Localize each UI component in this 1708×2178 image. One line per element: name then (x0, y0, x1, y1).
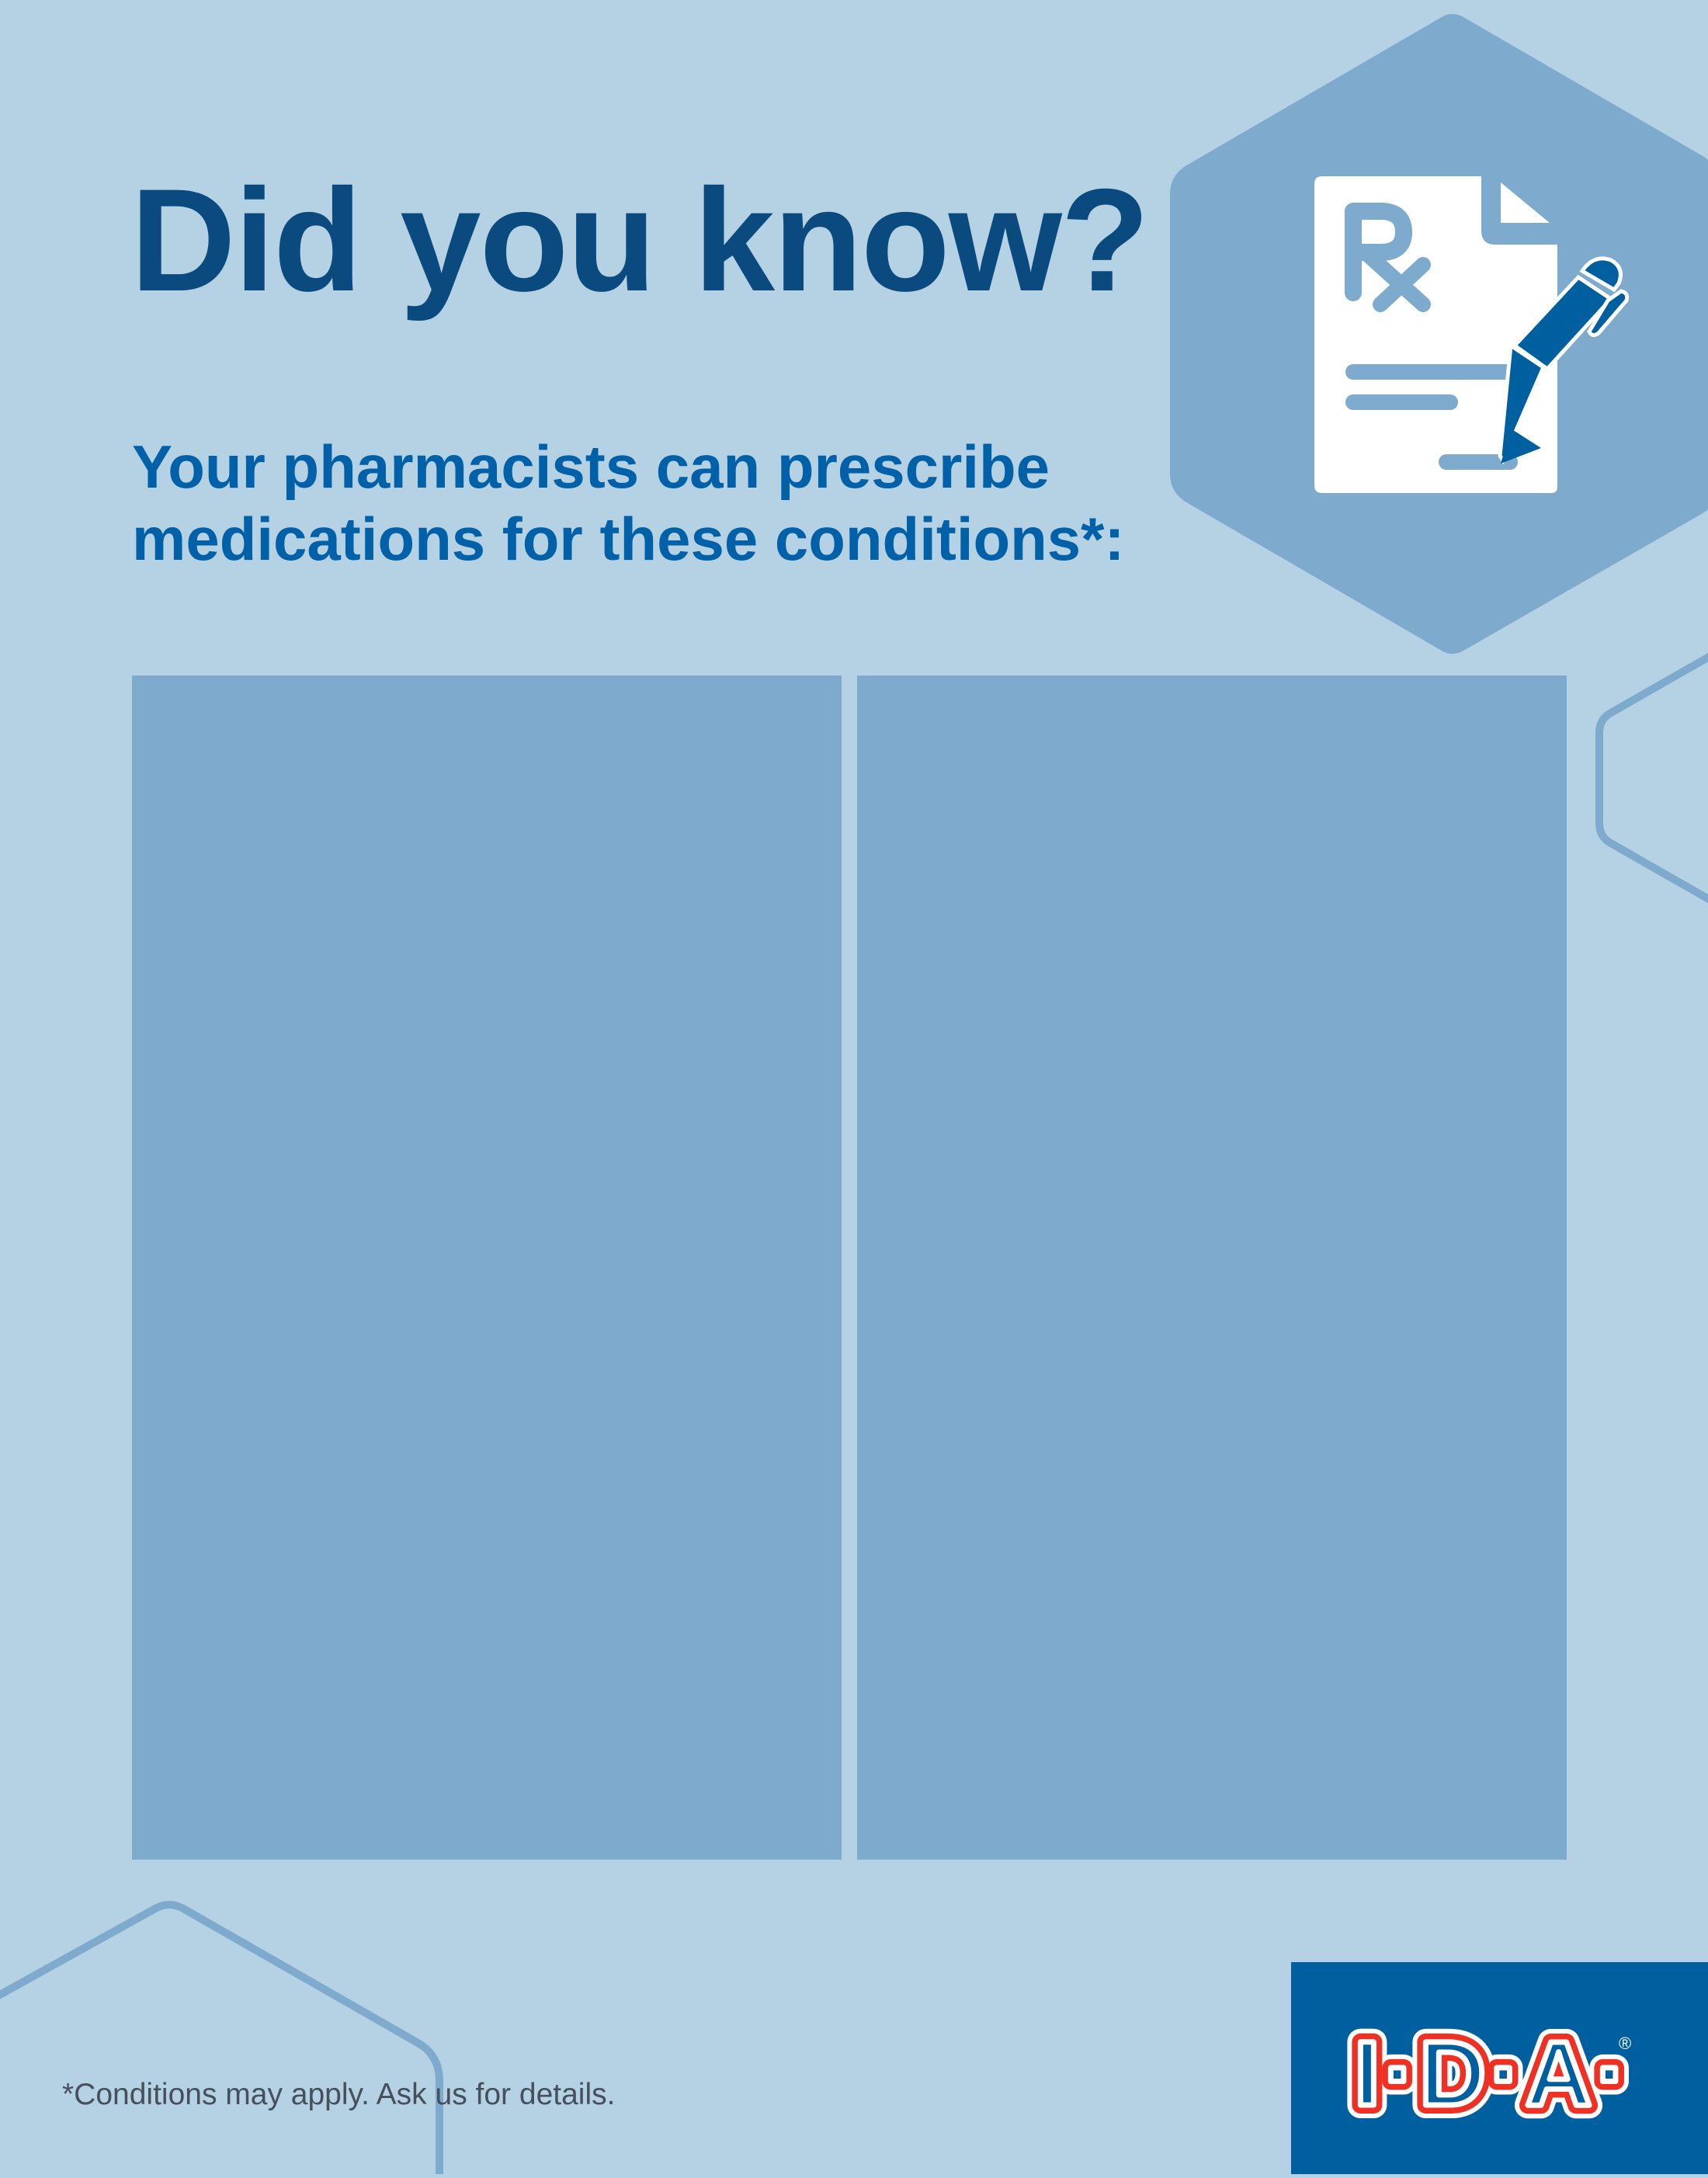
svg-text:I·D·A·: I·D·A· (1354, 2023, 1631, 2125)
conditions-panel-left (132, 676, 842, 1860)
subtitle: Your pharmacists can prescribe medicatio… (132, 431, 1219, 575)
conditions-panel-right (857, 676, 1567, 1860)
svg-text:I·D·A·: I·D·A· (1354, 2023, 1631, 2125)
subtitle-line: medications for these conditions*: (132, 505, 1125, 573)
prescription-document-with-pen-icon (1314, 176, 1630, 493)
page-title: Did you know? (130, 158, 1150, 321)
ida-logo-mark: I·D·A· I·D·A· I·D·A· ® (1341, 2010, 1640, 2138)
svg-text:I·D·A·: I·D·A· (1354, 2023, 1631, 2125)
footnote: *Conditions may apply. Ask us for detail… (62, 2078, 616, 2111)
subtitle-line: Your pharmacists can prescribe (132, 432, 1050, 501)
hexagon-outline-bottom-left (0, 1901, 443, 2174)
registered-mark: ® (1619, 2034, 1631, 2053)
hexagon-outline-right (1595, 652, 1708, 904)
ida-logo: I·D·A· I·D·A· I·D·A· ® (1291, 1962, 1708, 2174)
